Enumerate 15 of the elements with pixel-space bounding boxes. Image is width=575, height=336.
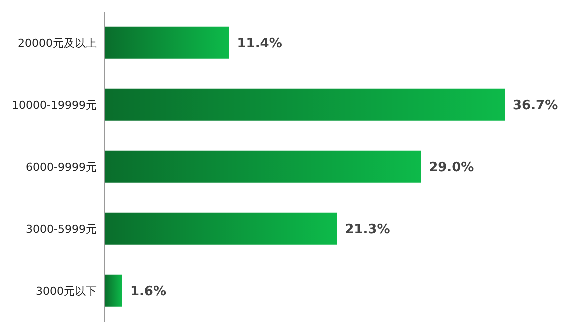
y-tick-label: 6000-9999元 — [26, 160, 97, 174]
data-label: 36.7% — [513, 98, 558, 114]
data-label: 21.3% — [345, 222, 390, 238]
y-tick-label: 10000-19999元 — [12, 98, 97, 112]
bar — [105, 88, 505, 121]
y-tick-label: 3000元以下 — [36, 284, 97, 298]
bar — [105, 26, 230, 59]
bar — [105, 212, 338, 245]
bar — [105, 274, 122, 307]
data-label: 29.0% — [429, 160, 474, 176]
data-label: 1.6% — [130, 284, 166, 300]
data-label: 11.4% — [237, 36, 282, 52]
bar — [105, 150, 422, 183]
y-tick-label: 3000-5999元 — [26, 222, 97, 236]
y-tick-label: 20000元及以上 — [18, 36, 97, 50]
